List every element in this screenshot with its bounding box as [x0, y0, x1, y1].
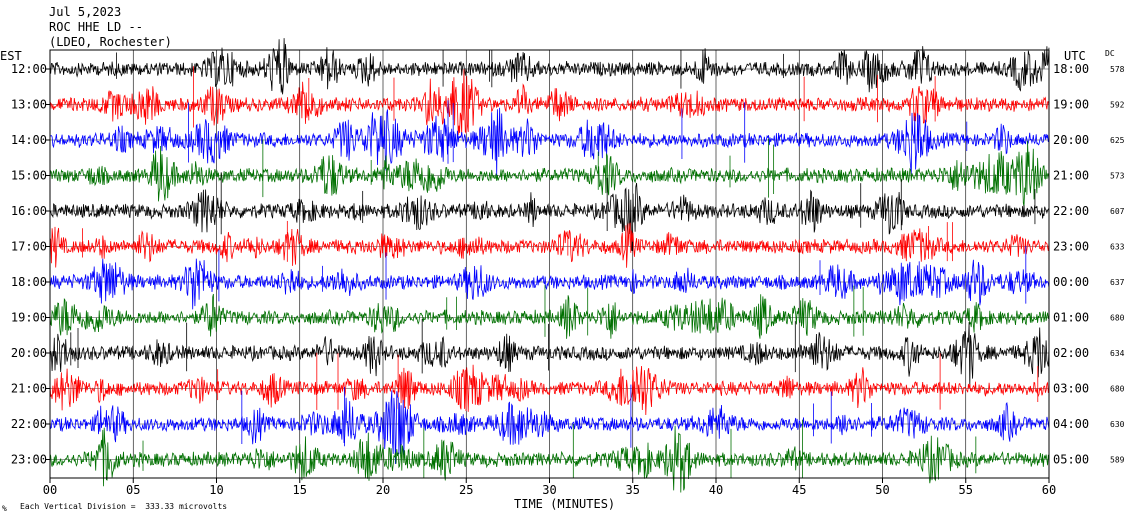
est-label-10: 22:00: [11, 417, 47, 431]
x-tick-label-55: 55: [959, 483, 973, 497]
dc-value-10: 630: [1110, 420, 1125, 429]
utc-label-9: 03:00: [1053, 382, 1089, 396]
trace-row-0: [49, 38, 1050, 95]
utc-label-5: 23:00: [1053, 240, 1089, 254]
dc-value-9: 680: [1110, 385, 1125, 394]
date-label: Jul 5,2023: [49, 5, 122, 19]
est-label-11: 23:00: [11, 453, 47, 467]
est-label-0: 12:00: [11, 62, 47, 76]
x-tick-label-15: 15: [293, 483, 307, 497]
network-label: (LDEO, Rochester): [49, 35, 172, 49]
trace-row-3: [49, 140, 1050, 207]
utc-label-4: 22:00: [1053, 204, 1089, 218]
est-label-7: 19:00: [11, 311, 47, 325]
dc-value-5: 633: [1110, 243, 1125, 252]
dc-value-11: 589: [1110, 456, 1125, 465]
est-label-3: 15:00: [11, 169, 47, 183]
est-label-9: 21:00: [11, 382, 47, 396]
x-tick-label-60: 60: [1042, 483, 1056, 497]
dc-value-6: 637: [1110, 278, 1125, 287]
dc-value-7: 680: [1110, 314, 1125, 323]
utc-label-2: 20:00: [1053, 133, 1089, 147]
utc-label-8: 02:00: [1053, 346, 1089, 360]
x-axis-title: TIME (MINUTES): [514, 497, 616, 511]
est-label-8: 20:00: [11, 346, 47, 360]
dc-value-4: 607: [1110, 207, 1125, 216]
trace-row-9: [49, 364, 1050, 416]
trace-row-1: [49, 69, 1050, 136]
x-tick-label-35: 35: [626, 483, 640, 497]
utc-label-11: 05:00: [1053, 453, 1089, 467]
corner-mark: %: [2, 504, 7, 513]
dc-value-2: 625: [1110, 136, 1125, 145]
dc-value-3: 573: [1110, 172, 1125, 181]
x-tick-label-00: 00: [43, 483, 57, 497]
trace-row-10: [49, 390, 1050, 465]
est-label-5: 17:00: [11, 240, 47, 254]
trace-row-8: [49, 322, 1050, 388]
utc-label-1: 19:00: [1053, 98, 1089, 112]
utc-label-3: 21:00: [1053, 169, 1089, 183]
est-label-1: 13:00: [11, 98, 47, 112]
right-axis-title: UTC: [1064, 49, 1086, 63]
scale-note: Each Vertical Division = 333.33 microvol…: [20, 502, 228, 511]
x-tick-label-50: 50: [875, 483, 889, 497]
trace-row-5: [49, 222, 1050, 268]
utc-label-7: 01:00: [1053, 311, 1089, 325]
x-tick-label-05: 05: [126, 483, 140, 497]
x-tick-label-20: 20: [376, 483, 390, 497]
x-tick-label-45: 45: [792, 483, 806, 497]
trace-row-7: [49, 293, 1050, 339]
dc-title: DC: [1105, 49, 1115, 58]
left-axis-title: EST: [0, 49, 22, 63]
trace-layer: [49, 38, 1050, 493]
est-label-6: 18:00: [11, 275, 47, 289]
trace-row-11: [49, 425, 1050, 493]
utc-label-0: 18:00: [1053, 62, 1089, 76]
trace-row-6: [49, 258, 1050, 310]
x-tick-label-40: 40: [709, 483, 723, 497]
dc-value-8: 634: [1110, 349, 1125, 358]
dc-value-1: 592: [1110, 101, 1125, 110]
est-label-4: 16:00: [11, 204, 47, 218]
utc-label-10: 04:00: [1053, 417, 1089, 431]
axis-labels: 00 05 10 15 20 25 30 35 40 45 50 55 60 12:00 18:00 578 1…: [11, 62, 1125, 497]
est-label-2: 14:00: [11, 133, 47, 147]
trace-row-4: [49, 182, 1050, 252]
x-tick-label-10: 10: [209, 483, 223, 497]
station-label: ROC HHE LD --: [49, 20, 143, 34]
utc-label-6: 00:00: [1053, 275, 1089, 289]
x-tick-label-30: 30: [542, 483, 556, 497]
trace-row-2: [49, 107, 1050, 176]
dc-value-0: 578: [1110, 65, 1125, 74]
x-tick-label-25: 25: [459, 483, 473, 497]
